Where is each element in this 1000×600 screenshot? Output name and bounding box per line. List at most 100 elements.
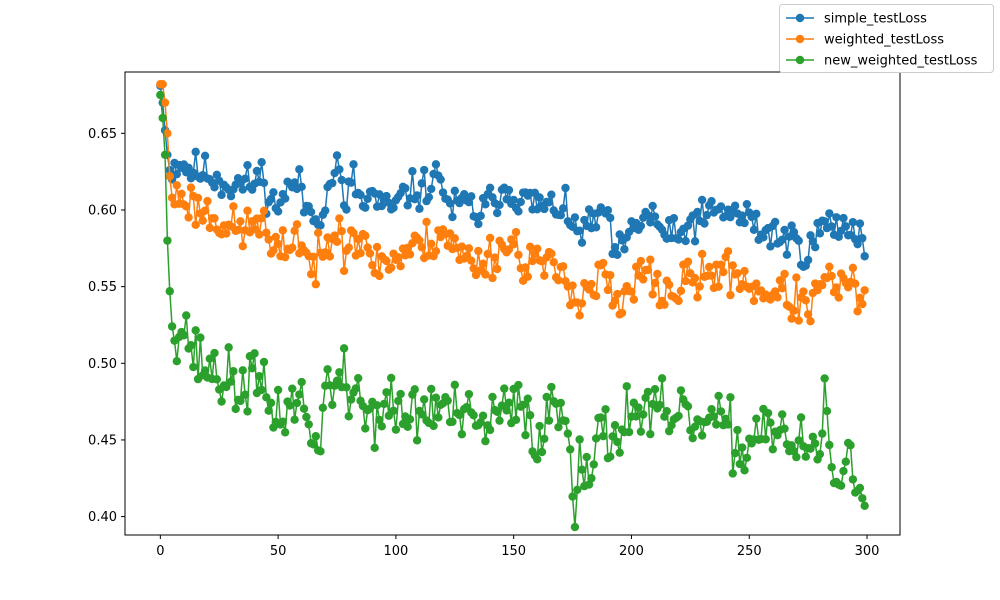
data-point — [610, 296, 620, 305]
data-point — [778, 410, 787, 419]
data-point — [226, 377, 236, 386]
data-point — [264, 235, 273, 244]
legend-marker — [795, 13, 805, 23]
data-point — [707, 405, 716, 414]
data-point — [544, 198, 554, 207]
data-point — [335, 368, 344, 377]
data-point — [346, 395, 356, 404]
data-point — [818, 280, 827, 290]
data-point — [716, 407, 726, 416]
data-point — [511, 227, 521, 237]
data-point — [697, 195, 707, 205]
data-point — [540, 434, 549, 443]
data-point — [191, 220, 200, 229]
data-point — [820, 217, 829, 226]
data-point — [521, 430, 530, 440]
data-point — [377, 201, 386, 211]
data-point — [523, 272, 533, 281]
data-point — [719, 267, 728, 277]
data-point — [707, 197, 716, 206]
data-point — [556, 398, 565, 408]
data-point — [669, 214, 679, 223]
data-point — [255, 230, 264, 239]
data-point — [533, 455, 542, 464]
data-point — [697, 249, 707, 259]
data-point — [474, 246, 483, 256]
data-point — [417, 410, 427, 419]
data-point — [280, 428, 290, 437]
data-point — [851, 279, 860, 288]
data-point — [339, 266, 349, 276]
legend-marker — [795, 55, 805, 65]
data-point — [740, 266, 749, 276]
data-point — [485, 425, 495, 435]
data-point — [836, 481, 846, 490]
data-point — [759, 233, 768, 242]
data-point — [335, 214, 344, 223]
data-point — [431, 393, 441, 402]
data-point — [639, 410, 648, 419]
data-point — [342, 383, 351, 392]
data-point — [818, 429, 827, 438]
data-point — [860, 252, 869, 261]
data-point — [361, 203, 370, 212]
data-point — [858, 494, 867, 503]
data-point — [379, 399, 389, 409]
data-point — [464, 244, 474, 253]
x-tick-label: 150 — [501, 544, 526, 559]
data-point — [292, 220, 302, 229]
data-point — [160, 150, 170, 159]
data-point — [205, 223, 214, 233]
data-point — [321, 206, 330, 215]
data-point — [549, 257, 558, 267]
data-point — [733, 269, 742, 278]
data-point — [598, 431, 608, 441]
data-point — [735, 459, 745, 469]
y-tick-label: 0.65 — [88, 127, 117, 142]
data-point — [290, 415, 299, 424]
data-point — [591, 434, 601, 443]
data-point — [794, 316, 803, 325]
data-point — [796, 413, 806, 422]
data-point — [650, 278, 660, 288]
data-point — [309, 252, 318, 262]
data-point — [608, 432, 617, 441]
data-point — [318, 403, 328, 413]
data-point — [775, 276, 785, 285]
legend-label: simple_testLoss — [824, 12, 927, 27]
data-point — [794, 436, 803, 445]
data-point — [636, 427, 646, 436]
data-point — [389, 203, 398, 212]
data-point — [172, 181, 182, 190]
data-point — [419, 165, 429, 175]
data-point — [674, 235, 683, 244]
data-point — [596, 413, 606, 422]
data-point — [514, 207, 523, 216]
data-point — [417, 243, 427, 252]
data-point — [361, 424, 370, 433]
data-point — [584, 480, 594, 489]
data-point — [509, 240, 518, 249]
data-point — [233, 225, 243, 235]
data-point — [226, 192, 236, 201]
data-point — [655, 400, 664, 410]
data-point — [469, 411, 478, 420]
data-point — [240, 174, 250, 183]
data-point — [412, 191, 422, 200]
data-point — [535, 421, 544, 431]
data-point — [377, 422, 386, 431]
data-point — [558, 204, 568, 213]
data-point — [648, 201, 657, 211]
data-point — [803, 310, 813, 319]
data-point — [806, 317, 815, 326]
data-point — [191, 147, 200, 157]
data-point — [210, 348, 219, 358]
data-point — [273, 385, 283, 395]
data-point — [568, 492, 577, 501]
data-point — [160, 98, 170, 107]
data-point — [415, 236, 424, 245]
data-point — [290, 178, 299, 187]
y-tick-label: 0.55 — [88, 280, 117, 295]
data-point — [382, 388, 391, 397]
